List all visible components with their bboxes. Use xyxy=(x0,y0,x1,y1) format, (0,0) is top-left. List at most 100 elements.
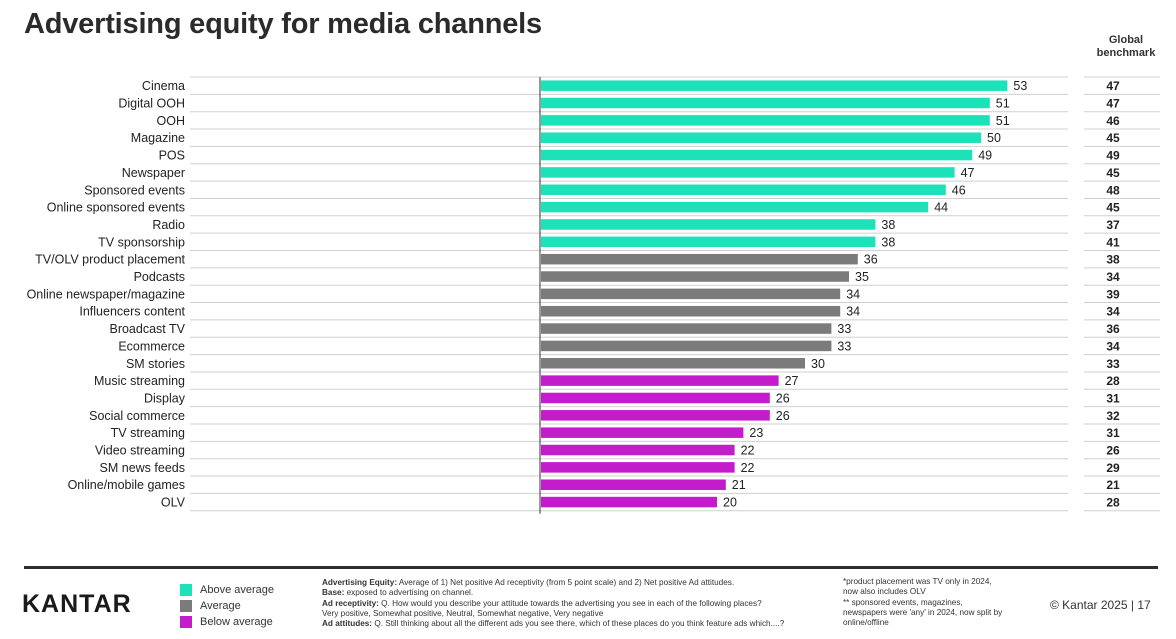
benchmark-value: 47 xyxy=(1106,79,1120,93)
data-label: 46 xyxy=(952,183,966,197)
data-label: 51 xyxy=(996,97,1010,111)
footnote-line: now also includes OLV xyxy=(843,587,926,597)
category-label: Digital OOH xyxy=(118,97,185,111)
data-label: 38 xyxy=(881,218,895,232)
equity-bar-chart: Cinema 53 47 Digital OOH 51 47 OOH 51 46 Magazine… xyxy=(27,76,1160,514)
kantar-logo: KANTAR xyxy=(22,590,132,618)
category-label: Music streaming xyxy=(94,374,185,388)
benchmark-value: 31 xyxy=(1106,391,1120,405)
data-label: 53 xyxy=(1013,79,1027,93)
benchmark-value: 29 xyxy=(1106,461,1120,475)
legend-item-below: Below average xyxy=(180,614,274,630)
category-label: Social commerce xyxy=(89,409,185,423)
bar-below xyxy=(541,462,735,473)
bar-above xyxy=(541,236,876,248)
data-label: 22 xyxy=(741,444,755,458)
legend-item-above: Above average xyxy=(180,582,274,598)
footnote-line: *product placement was TV only in 2024, xyxy=(843,577,992,586)
category-label: Video streaming xyxy=(95,444,185,458)
footer-divider xyxy=(24,566,1158,569)
note-base: Base: exposed to advertising on channel. xyxy=(322,588,474,598)
benchmark-value: 21 xyxy=(1106,478,1120,492)
data-label: 49 xyxy=(978,149,992,163)
data-label: 44 xyxy=(934,201,948,215)
benchmark-value: 31 xyxy=(1106,426,1120,440)
legend-swatch-above xyxy=(180,584,192,596)
note-receptivity-scale: Very positive, Somewhat positive, Neutra… xyxy=(322,608,604,618)
benchmark-value: 38 xyxy=(1106,253,1120,267)
benchmark-value: 47 xyxy=(1106,97,1120,111)
category-label: OLV xyxy=(161,496,186,510)
benchmark-value: 36 xyxy=(1106,322,1120,336)
benchmark-value: 45 xyxy=(1106,201,1120,215)
legend-swatch-average xyxy=(180,600,192,612)
bar-average xyxy=(541,271,849,282)
category-label: Online sponsored events xyxy=(47,201,185,215)
data-label: 34 xyxy=(846,305,860,319)
benchmark-value: 28 xyxy=(1106,496,1120,510)
category-label: SM stories xyxy=(126,357,185,371)
category-label: Cinema xyxy=(142,79,185,93)
benchmark-value: 46 xyxy=(1106,114,1120,128)
page-title: Advertising equity for media channels xyxy=(24,8,542,40)
chart-legend: Above average Average Below average xyxy=(180,582,274,630)
bar-average xyxy=(541,253,858,265)
benchmark-value: 33 xyxy=(1106,357,1120,371)
category-label: Ecommerce xyxy=(118,339,185,353)
benchmark-value: 45 xyxy=(1106,166,1120,180)
bar-above xyxy=(541,167,955,178)
benchmark-value: 32 xyxy=(1106,409,1120,423)
data-label: 35 xyxy=(855,270,869,284)
data-label: 33 xyxy=(837,339,851,353)
bar-average xyxy=(541,340,832,352)
bar-above xyxy=(541,115,990,126)
category-label: POS xyxy=(159,149,185,163)
bar-below xyxy=(541,479,726,490)
benchmark-value: 37 xyxy=(1106,218,1120,232)
bar-below xyxy=(541,410,770,421)
category-label: Display xyxy=(144,391,186,405)
bar-below xyxy=(541,427,744,438)
bar-above xyxy=(541,149,973,161)
bar-average xyxy=(541,358,805,369)
bar-average xyxy=(541,288,841,300)
benchmark-value: 34 xyxy=(1106,339,1120,353)
category-label: Sponsored events xyxy=(84,183,185,197)
data-label: 26 xyxy=(776,409,790,423)
bar-above xyxy=(541,184,946,196)
bar-above xyxy=(541,80,1008,91)
methodology-notes: Advertising Equity: Average of 1) Net po… xyxy=(322,578,822,629)
bar-average xyxy=(541,305,841,317)
bar-below xyxy=(541,392,770,404)
data-label: 33 xyxy=(837,322,851,336)
category-label: Radio xyxy=(152,218,185,232)
footnote-line: online/offline xyxy=(843,618,889,628)
benchmark-value: 41 xyxy=(1106,235,1120,249)
benchmark-value: 34 xyxy=(1106,270,1120,284)
category-label: Influencers content xyxy=(79,305,185,319)
data-label: 27 xyxy=(785,374,799,388)
bar-above xyxy=(541,201,929,213)
benchmark-value: 39 xyxy=(1106,287,1120,301)
data-label: 20 xyxy=(723,496,737,510)
data-label: 23 xyxy=(749,426,763,440)
copyright-page-number: © Kantar 2025 | 17 xyxy=(1050,598,1151,612)
bar-below xyxy=(541,496,717,508)
benchmark-value: 34 xyxy=(1106,305,1120,319)
data-label: 30 xyxy=(811,357,825,371)
category-label: Podcasts xyxy=(134,270,185,284)
footnote-line: ** sponsored events, magazines, xyxy=(843,597,963,607)
benchmark-value: 45 xyxy=(1106,131,1120,145)
category-label: Broadcast TV xyxy=(109,322,185,336)
data-label: 22 xyxy=(741,461,755,475)
data-label: 26 xyxy=(776,391,790,405)
category-label: TV sponsorship xyxy=(98,235,185,249)
category-label: OOH xyxy=(157,114,185,128)
benchmark-header-line1: Global xyxy=(1108,34,1144,46)
note-equity: Advertising Equity: Average of 1) Net po… xyxy=(322,578,735,587)
data-label: 51 xyxy=(996,114,1010,128)
bar-above xyxy=(541,132,981,143)
bar-average xyxy=(541,323,832,334)
legend-label-average: Average xyxy=(200,600,241,612)
data-label: 34 xyxy=(846,287,860,301)
